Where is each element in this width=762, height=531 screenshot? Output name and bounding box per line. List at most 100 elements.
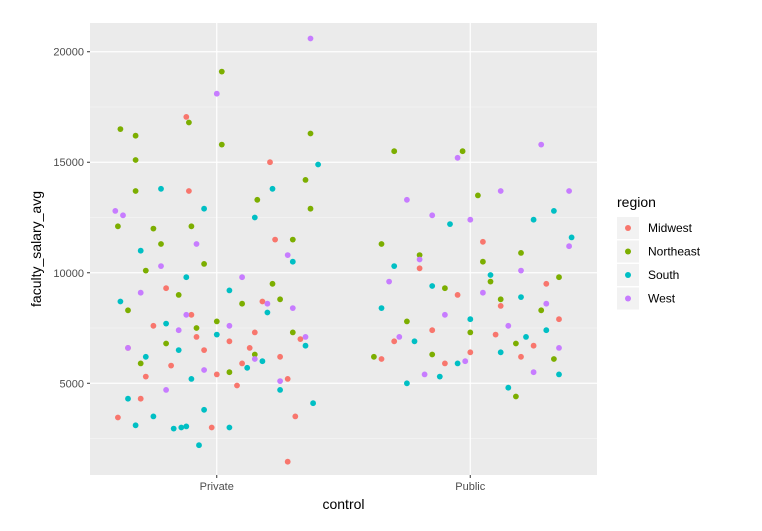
data-point (269, 185, 276, 192)
data-point (568, 234, 575, 241)
data-point (543, 280, 550, 287)
data-point (226, 369, 233, 376)
data-point (251, 351, 258, 358)
data-point (386, 278, 392, 285)
data-point (454, 154, 461, 161)
data-point (115, 223, 121, 230)
data-point (436, 373, 443, 380)
data-point (442, 360, 448, 367)
series-northeast (115, 68, 562, 400)
data-point (277, 387, 283, 393)
data-point (264, 300, 271, 307)
data-point (467, 329, 474, 336)
data-point (277, 378, 283, 384)
data-point (175, 327, 182, 334)
data-point (269, 280, 276, 287)
data-point (239, 300, 246, 307)
data-point (183, 114, 190, 120)
data-points (112, 35, 575, 465)
plot-panel (90, 23, 597, 475)
series-west (112, 35, 572, 393)
minor-gridlines (90, 106, 597, 439)
data-point (492, 331, 499, 338)
data-point (297, 336, 304, 342)
data-point (556, 371, 562, 378)
legend: region Midwest Northeast South West (617, 194, 701, 310)
data-point (175, 347, 182, 353)
data-point (132, 132, 139, 139)
data-point (251, 214, 258, 221)
legend-label: Midwest (648, 221, 693, 235)
data-point (518, 294, 524, 300)
data-point (125, 395, 131, 402)
data-point (196, 442, 202, 449)
data-point (538, 141, 545, 148)
y-tick-label: 20000 (53, 47, 84, 59)
data-point (467, 349, 474, 356)
data-point (462, 358, 469, 365)
data-point (137, 289, 144, 296)
data-point (543, 300, 550, 307)
legend-label: Northeast (648, 245, 701, 259)
data-point (259, 298, 266, 305)
data-point (112, 208, 119, 214)
data-point (518, 353, 524, 360)
data-point (551, 356, 557, 362)
data-point (404, 380, 410, 387)
data-point (404, 318, 410, 325)
data-point (115, 414, 121, 421)
data-point (239, 274, 246, 281)
legend-label: South (648, 268, 679, 282)
data-point (132, 422, 139, 429)
y-tick-label: 5000 (60, 378, 84, 390)
data-point (175, 292, 182, 298)
data-point (505, 322, 512, 329)
major-gridlines (90, 23, 597, 475)
data-point (201, 347, 208, 353)
data-point (201, 367, 208, 373)
data-point (538, 307, 545, 314)
data-point (158, 241, 164, 247)
series-midwest (115, 114, 562, 465)
data-point (226, 287, 233, 294)
x-axis-title: control (322, 496, 364, 512)
data-point (307, 205, 314, 212)
data-point (454, 292, 461, 298)
data-point (218, 141, 225, 148)
data-point (125, 307, 131, 314)
data-point (416, 256, 423, 263)
data-point (183, 423, 190, 430)
data-point (158, 263, 164, 269)
data-point (193, 334, 200, 340)
series-south (117, 161, 575, 449)
data-point (429, 327, 436, 334)
data-point (396, 334, 403, 340)
data-point (163, 387, 170, 393)
legend-swatch (625, 248, 631, 255)
data-point (459, 148, 466, 155)
data-point (530, 369, 537, 376)
data-point (497, 188, 504, 194)
legend-swatch (625, 272, 631, 278)
data-point (218, 68, 225, 75)
data-point (289, 305, 296, 311)
data-point (416, 252, 423, 258)
data-point (244, 364, 251, 371)
data-point (213, 371, 220, 378)
data-point (234, 382, 240, 389)
data-point (307, 35, 314, 42)
data-point (272, 236, 278, 243)
data-point (201, 406, 208, 413)
data-point (543, 327, 550, 334)
data-point (391, 338, 398, 345)
legend-label: West (648, 292, 676, 306)
data-point (556, 316, 562, 323)
data-point (302, 342, 309, 349)
data-point (429, 212, 436, 219)
data-point (193, 325, 200, 331)
data-point (391, 263, 398, 269)
data-point (208, 424, 215, 431)
data-point (551, 208, 557, 214)
data-point (188, 223, 195, 230)
